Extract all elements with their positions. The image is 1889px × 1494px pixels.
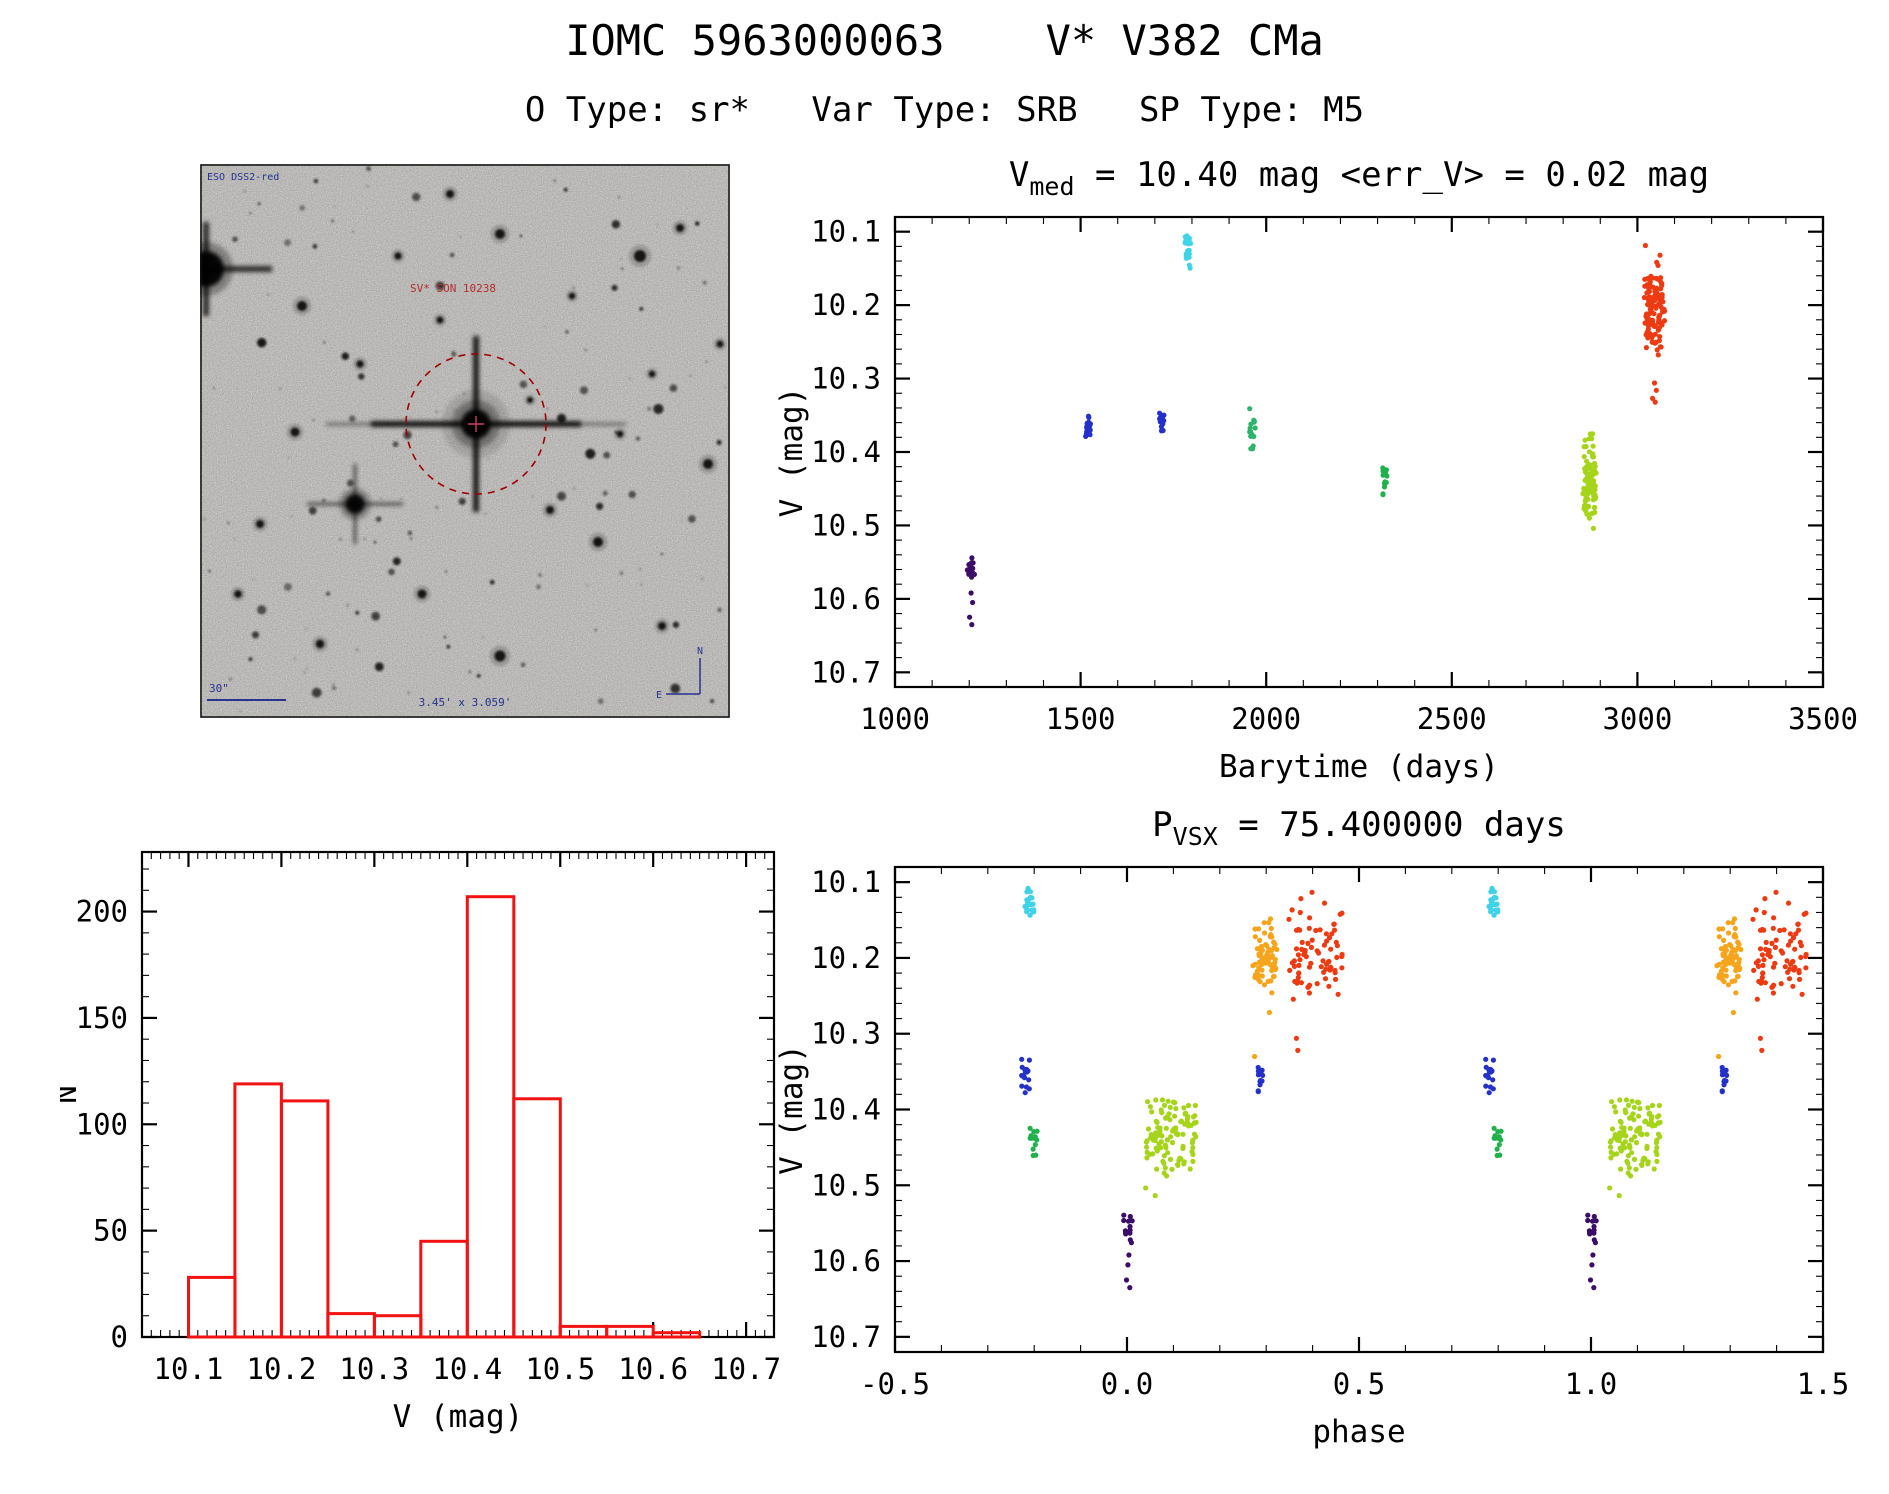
finder-frame — [200, 164, 730, 718]
target-circle-marker — [405, 353, 547, 495]
svg-text:1.5: 1.5 — [1797, 1367, 1849, 1401]
svg-text:10.6: 10.6 — [811, 582, 881, 616]
compass — [666, 658, 701, 695]
scatter-points — [964, 233, 1668, 628]
target-marker — [405, 353, 547, 495]
svg-text:10.5: 10.5 — [811, 1168, 881, 1202]
axes — [893, 215, 1825, 689]
svg-text:V (mag): V (mag) — [774, 1044, 810, 1175]
page-subtitle: O Type: sr* Var Type: SRB SP Type: M5 — [524, 90, 1365, 130]
target-name-label: SV* SON 10238 — [410, 282, 496, 295]
svg-text:10.2: 10.2 — [246, 1352, 316, 1386]
svg-text:50: 50 — [93, 1214, 128, 1248]
svg-text:10.2: 10.2 — [811, 941, 881, 975]
svg-text:10.3: 10.3 — [811, 1017, 881, 1051]
axis-labels: 1000 1500 2000 2500 3000 3500 10.1 10.2 10.3 10.4… — [774, 215, 1858, 785]
svg-text:10.7: 10.7 — [811, 1320, 881, 1354]
svg-text:200: 200 — [76, 895, 128, 929]
svg-text:10.3: 10.3 — [811, 362, 881, 396]
svg-text:10.7: 10.7 — [711, 1352, 781, 1386]
svg-text:1000: 1000 — [860, 702, 930, 736]
svg-text:10.1: 10.1 — [811, 865, 881, 899]
svg-text:10.5: 10.5 — [811, 508, 881, 542]
survey-label: ESO DSS2-red — [207, 172, 279, 183]
svg-text:150: 150 — [76, 1001, 128, 1035]
compass-east-label: E — [656, 690, 662, 701]
axis-labels: 10.1 10.2 10.3 10.4 10.5 10.6 10.7 0 50 100 150 200… — [60, 895, 781, 1435]
axis-labels: -0.5 0.0 0.5 1.0 1.5 10.1 10.2 10.3 10.4 10.5 10.6… — [774, 865, 1849, 1450]
svg-text:10.4: 10.4 — [811, 435, 881, 469]
axes — [893, 865, 1825, 1354]
svg-text:10.6: 10.6 — [618, 1352, 688, 1386]
axes — [140, 850, 776, 1339]
svg-text:1.0: 1.0 — [1565, 1367, 1617, 1401]
chart-title: PVSX = 75.400000 days — [1152, 805, 1566, 851]
svg-text:0.5: 0.5 — [1333, 1367, 1385, 1401]
svg-text:10.7: 10.7 — [811, 655, 881, 689]
svg-text:1500: 1500 — [1046, 702, 1116, 736]
svg-text:10.4: 10.4 — [432, 1352, 502, 1386]
svg-text:10.2: 10.2 — [811, 288, 881, 322]
svg-text:10.4: 10.4 — [811, 1093, 881, 1127]
page-title: IOMC 5963000063 V* V382 CMa — [565, 16, 1324, 65]
phase-folded-chart: -0.5 0.0 0.5 1.0 1.5 10.1 10.2 10.3 10.4 10.5 10.6… — [774, 805, 1849, 1450]
svg-text:100: 100 — [76, 1107, 128, 1141]
svg-text:3000: 3000 — [1602, 702, 1672, 736]
svg-text:N: N — [60, 1085, 84, 1104]
svg-text:10.1: 10.1 — [811, 215, 881, 249]
scatter-points — [1019, 885, 1809, 1291]
svg-text:10.1: 10.1 — [154, 1352, 224, 1386]
svg-text:phase: phase — [1312, 1414, 1405, 1450]
svg-text:-0.5: -0.5 — [860, 1367, 930, 1401]
svg-text:V (mag): V (mag) — [774, 387, 810, 518]
svg-text:3500: 3500 — [1788, 702, 1858, 736]
magnitude-histogram-chart: 10.1 10.2 10.3 10.4 10.5 10.6 10.7 0 50 100 150 200… — [60, 850, 781, 1435]
svg-text:0: 0 — [111, 1320, 128, 1354]
scale-bar-label: 30" — [209, 682, 229, 695]
svg-text:10.3: 10.3 — [339, 1352, 409, 1386]
histogram-bars — [187, 895, 702, 1339]
fov-label: 3.45' x 3.059' — [419, 696, 512, 709]
svg-text:10.6: 10.6 — [811, 1244, 881, 1278]
svg-text:Barytime (days): Barytime (days) — [1219, 749, 1499, 785]
target-cross-marker — [468, 416, 484, 432]
lightcurve-chart: 1000 1500 2000 2500 3000 3500 10.1 10.2 10.3 10.4… — [774, 155, 1858, 785]
svg-text:2500: 2500 — [1417, 702, 1487, 736]
svg-text:2000: 2000 — [1231, 702, 1301, 736]
compass-north-label: N — [697, 646, 703, 657]
finder-chart-image: ESO DSS2-red SV* SON 10238 30" 3.45' x 3… — [200, 164, 730, 718]
chart-title: Vmed = 10.40 mag <err_V> = 0.02 mag — [1009, 155, 1709, 201]
svg-text:V (mag): V (mag) — [393, 1399, 524, 1435]
svg-text:10.5: 10.5 — [525, 1352, 595, 1386]
finder-annotations: ESO DSS2-red SV* SON 10238 30" 3.45' x 3… — [207, 172, 703, 709]
svg-text:0.0: 0.0 — [1101, 1367, 1153, 1401]
